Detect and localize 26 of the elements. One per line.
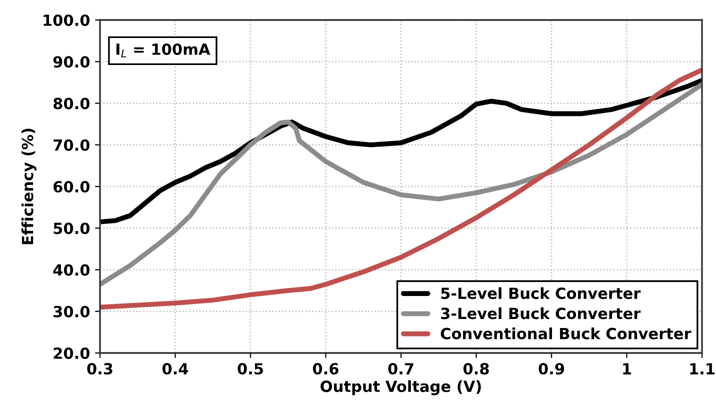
y-tick-label: 100.0 xyxy=(44,14,90,26)
annotation: I$_{L}$ = 100mA xyxy=(116,43,210,58)
y-tick-label: 30.0 xyxy=(54,306,90,318)
x-tick-label: 0.4 xyxy=(162,362,188,375)
legend-label: 5-Level Buck Converter xyxy=(441,287,641,300)
y-tick-label: 50.0 xyxy=(54,222,90,234)
legend-label: 3-Level Buck Converter xyxy=(441,307,641,320)
x-tick-label: 0.8 xyxy=(463,362,489,375)
line-series xyxy=(100,78,702,224)
x-tick-label: 0.3 xyxy=(87,362,112,375)
y-tick-label: 90.0 xyxy=(53,56,90,68)
x-tick-label: 0.7 xyxy=(388,362,414,375)
x-tick-label: 1 xyxy=(623,363,632,374)
x-tick-label: 0.9 xyxy=(538,362,564,375)
y-tick-label: 80.0 xyxy=(54,98,90,110)
x-axis-title: Output Voltage (V) xyxy=(320,380,481,396)
x-tick-label: 0.5 xyxy=(238,362,263,375)
y-tick-label: 20.0 xyxy=(54,347,90,360)
y-tick-label: 40.0 xyxy=(53,264,90,276)
legend-label: Conventional Buck Converter xyxy=(440,328,692,340)
y-axis-title: Efficiency (%) xyxy=(21,128,36,244)
y-tick-label: 70.0 xyxy=(54,139,90,151)
x-tick-label: 0.6 xyxy=(312,362,338,375)
line-series xyxy=(100,82,702,287)
x-tick-label: 1.1 xyxy=(690,363,714,374)
y-tick-label: 60.0 xyxy=(54,180,90,193)
